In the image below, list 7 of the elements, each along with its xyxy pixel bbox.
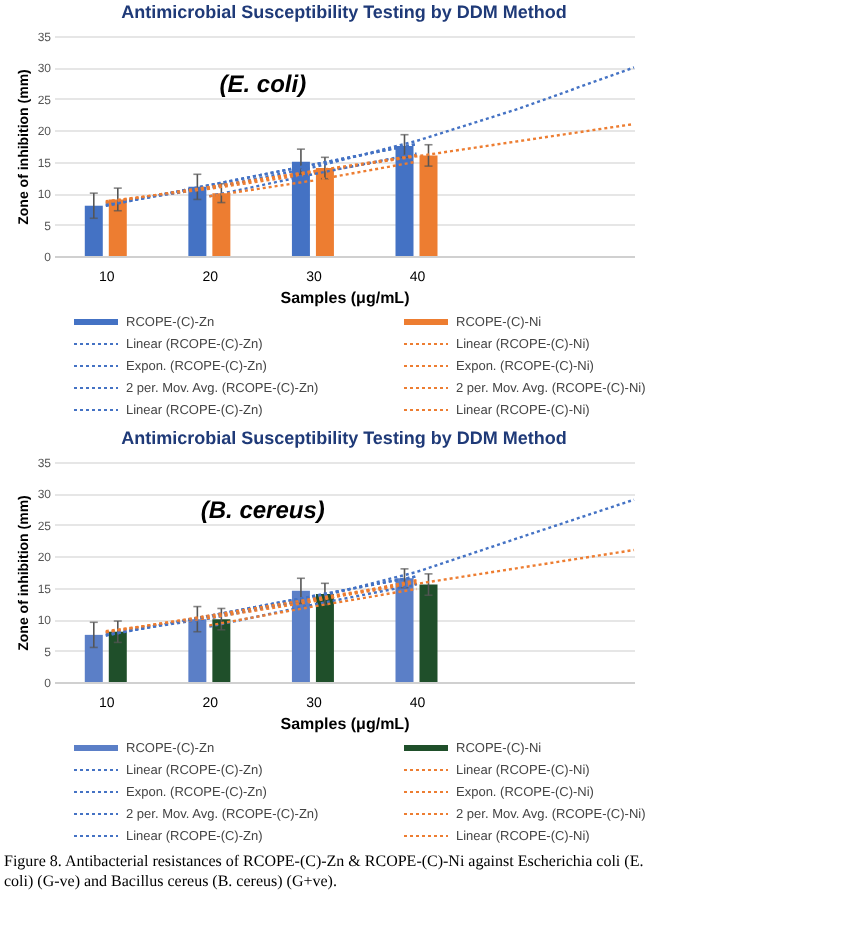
x-axis-title: Samples (μg/mL) (280, 715, 411, 733)
annotation: (B. cereus) (200, 496, 325, 525)
chart-title: Antimicrobial Susceptibility Testing by DDM Method (121, 2, 567, 22)
caption: Figure 8. Antibacterial resistances of RCOPE-(C)-Zn & RCOPE-(C)-Ni against Escherichia coli (E. coli) (G-ve) and Bacillus cereus (B. cereus) (G+ve). (4, 852, 644, 890)
annotation: (E. coli) (219, 70, 307, 99)
chart-title: Antimicrobial Susceptibility Testing by DDM Method (121, 428, 567, 448)
x-axis-title: Samples (μg/mL) (280, 289, 411, 307)
